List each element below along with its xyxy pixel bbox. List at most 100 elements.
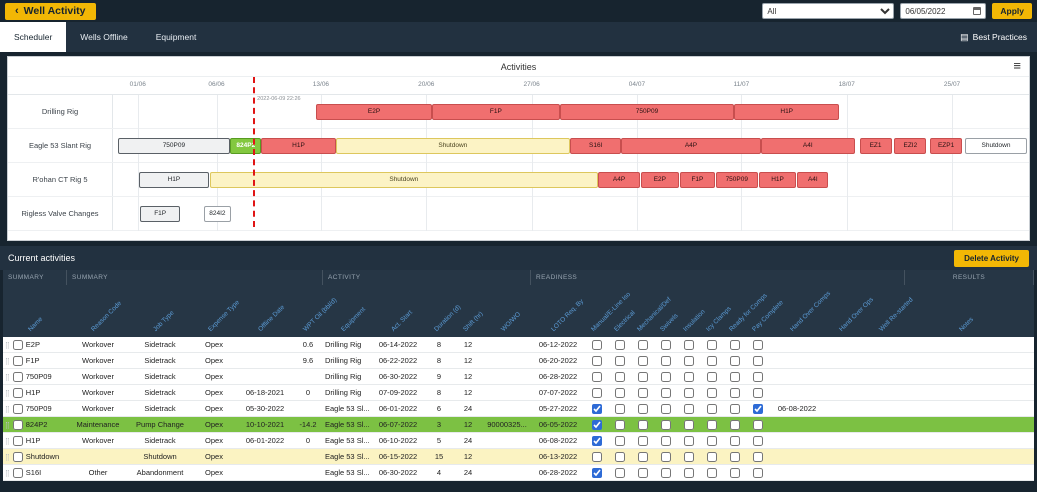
readiness-checkbox-insulation[interactable] bbox=[683, 355, 694, 366]
readiness-checkbox-manual_eline_iso[interactable] bbox=[591, 435, 602, 446]
drag-handle-icon[interactable]: ⣿ bbox=[5, 341, 10, 349]
row-select-checkbox[interactable] bbox=[12, 371, 23, 382]
readiness-checkbox-ready_for_comps[interactable] bbox=[729, 467, 740, 478]
date-input[interactable]: 06/05/2022 bbox=[900, 3, 987, 19]
gantt-bar-e2p[interactable]: E2P bbox=[316, 103, 432, 120]
readiness-checkbox-insulation[interactable] bbox=[683, 451, 694, 462]
readiness-checkbox-electrical[interactable] bbox=[614, 355, 625, 366]
gantt-bar-h1p[interactable]: H1P bbox=[261, 137, 336, 154]
readiness-checkbox-swivels[interactable] bbox=[660, 451, 671, 462]
gantt-bar-s16i[interactable]: S16I bbox=[570, 137, 622, 154]
readiness-checkbox-mechanical_def[interactable] bbox=[637, 403, 648, 414]
readiness-checkbox-manual_eline_iso[interactable] bbox=[591, 387, 602, 398]
tab-scheduler[interactable]: Scheduler bbox=[0, 22, 67, 52]
readiness-checkbox-insulation[interactable] bbox=[683, 339, 694, 350]
readiness-checkbox-insulation[interactable] bbox=[683, 387, 694, 398]
readiness-checkbox-swivels[interactable] bbox=[660, 403, 671, 414]
drag-handle-icon[interactable]: ⣿ bbox=[5, 357, 10, 365]
readiness-checkbox-mechanical_def[interactable] bbox=[637, 467, 648, 478]
readiness-checkbox-electrical[interactable] bbox=[614, 371, 625, 382]
readiness-checkbox-icy_clamps[interactable] bbox=[706, 467, 717, 478]
readiness-checkbox-manual_eline_iso[interactable] bbox=[591, 467, 602, 478]
drag-handle-icon[interactable]: ⣿ bbox=[5, 469, 10, 477]
gantt-bar-750p09[interactable]: 750P09 bbox=[715, 171, 758, 188]
gantt-bar-shutdown[interactable]: Shutdown bbox=[335, 137, 571, 154]
row-select-checkbox[interactable] bbox=[12, 467, 23, 478]
gantt-bar-h1p[interactable]: H1P bbox=[758, 171, 797, 188]
readiness-checkbox-manual_eline_iso[interactable] bbox=[591, 419, 602, 430]
readiness-checkbox-icy_clamps[interactable] bbox=[706, 371, 717, 382]
readiness-checkbox-icy_clamps[interactable] bbox=[706, 355, 717, 366]
filter-select[interactable]: All bbox=[762, 3, 895, 19]
best-practices-button[interactable]: ▤ Best Practices bbox=[950, 22, 1037, 52]
row-select-checkbox[interactable] bbox=[12, 451, 23, 462]
gantt-bar-824p2[interactable]: 824P2 bbox=[230, 137, 262, 154]
readiness-checkbox-swivels[interactable] bbox=[660, 419, 671, 430]
readiness-checkbox-ready_for_comps[interactable] bbox=[729, 371, 740, 382]
readiness-checkbox-mechanical_def[interactable] bbox=[637, 419, 648, 430]
readiness-checkbox-mechanical_def[interactable] bbox=[637, 355, 648, 366]
gantt-bar-a4i[interactable]: A4I bbox=[760, 137, 855, 154]
readiness-checkbox-insulation[interactable] bbox=[683, 403, 694, 414]
readiness-checkbox-manual_eline_iso[interactable] bbox=[591, 371, 602, 382]
readiness-checkbox-pay_complete[interactable] bbox=[752, 435, 763, 446]
gantt-bar-ezp1[interactable]: EZP1 bbox=[930, 137, 963, 154]
readiness-checkbox-manual_eline_iso[interactable] bbox=[591, 339, 602, 350]
gantt-bar-e2p[interactable]: E2P bbox=[640, 171, 680, 188]
gantt-bar-a4p[interactable]: A4P bbox=[621, 137, 761, 154]
readiness-checkbox-pay_complete[interactable] bbox=[752, 355, 763, 366]
readiness-checkbox-pay_complete[interactable] bbox=[752, 451, 763, 462]
readiness-checkbox-pay_complete[interactable] bbox=[752, 467, 763, 478]
back-well-activity-button[interactable]: ‹ Well Activity bbox=[5, 2, 96, 20]
readiness-checkbox-insulation[interactable] bbox=[683, 435, 694, 446]
drag-handle-icon[interactable]: ⣿ bbox=[5, 373, 10, 381]
gantt-bar-f1p[interactable]: F1P bbox=[140, 205, 180, 222]
delete-activity-button[interactable]: Delete Activity bbox=[954, 249, 1029, 267]
drag-handle-icon[interactable]: ⣿ bbox=[5, 389, 10, 397]
drag-handle-icon[interactable]: ⣿ bbox=[5, 437, 10, 445]
readiness-checkbox-pay_complete[interactable] bbox=[752, 387, 763, 398]
row-select-checkbox[interactable] bbox=[12, 403, 23, 414]
readiness-checkbox-swivels[interactable] bbox=[660, 371, 671, 382]
readiness-checkbox-icy_clamps[interactable] bbox=[706, 451, 717, 462]
readiness-checkbox-pay_complete[interactable] bbox=[752, 371, 763, 382]
row-select-checkbox[interactable] bbox=[12, 435, 23, 446]
readiness-checkbox-swivels[interactable] bbox=[660, 339, 671, 350]
gantt-bar-f1p[interactable]: F1P bbox=[680, 171, 715, 188]
readiness-checkbox-insulation[interactable] bbox=[683, 419, 694, 430]
gantt-bar-a4p[interactable]: A4P bbox=[598, 171, 640, 188]
readiness-checkbox-mechanical_def[interactable] bbox=[637, 339, 648, 350]
readiness-checkbox-icy_clamps[interactable] bbox=[706, 403, 717, 414]
readiness-checkbox-electrical[interactable] bbox=[614, 339, 625, 350]
gantt-bar-824i2[interactable]: 824I2 bbox=[203, 205, 232, 222]
readiness-checkbox-ready_for_comps[interactable] bbox=[729, 435, 740, 446]
gantt-bar-750p09[interactable]: 750P09 bbox=[560, 103, 735, 120]
readiness-checkbox-pay_complete[interactable] bbox=[752, 339, 763, 350]
readiness-checkbox-swivels[interactable] bbox=[660, 435, 671, 446]
gantt-menu-icon[interactable]: ≡ bbox=[1013, 58, 1021, 73]
readiness-checkbox-icy_clamps[interactable] bbox=[706, 387, 717, 398]
readiness-checkbox-electrical[interactable] bbox=[614, 387, 625, 398]
readiness-checkbox-swivels[interactable] bbox=[660, 387, 671, 398]
readiness-checkbox-swivels[interactable] bbox=[660, 467, 671, 478]
gantt-bar-shutdown[interactable]: Shutdown bbox=[210, 171, 598, 188]
readiness-checkbox-pay_complete[interactable] bbox=[752, 403, 763, 414]
drag-handle-icon[interactable]: ⣿ bbox=[5, 453, 10, 461]
tab-wells-offline[interactable]: Wells Offline bbox=[80, 32, 128, 42]
gantt-bar-750p09[interactable]: 750P09 bbox=[117, 137, 231, 154]
readiness-checkbox-electrical[interactable] bbox=[614, 403, 625, 414]
readiness-checkbox-electrical[interactable] bbox=[614, 419, 625, 430]
readiness-checkbox-icy_clamps[interactable] bbox=[706, 419, 717, 430]
row-select-checkbox[interactable] bbox=[12, 387, 23, 398]
readiness-checkbox-ready_for_comps[interactable] bbox=[729, 355, 740, 366]
readiness-checkbox-ready_for_comps[interactable] bbox=[729, 419, 740, 430]
row-select-checkbox[interactable] bbox=[12, 339, 23, 350]
row-select-checkbox[interactable] bbox=[12, 355, 23, 366]
readiness-checkbox-electrical[interactable] bbox=[614, 435, 625, 446]
readiness-checkbox-mechanical_def[interactable] bbox=[637, 435, 648, 446]
gantt-bar-h1p[interactable]: H1P bbox=[138, 171, 210, 188]
readiness-checkbox-insulation[interactable] bbox=[683, 467, 694, 478]
apply-button[interactable]: Apply bbox=[992, 3, 1032, 19]
readiness-checkbox-mechanical_def[interactable] bbox=[637, 387, 648, 398]
readiness-checkbox-ready_for_comps[interactable] bbox=[729, 387, 740, 398]
